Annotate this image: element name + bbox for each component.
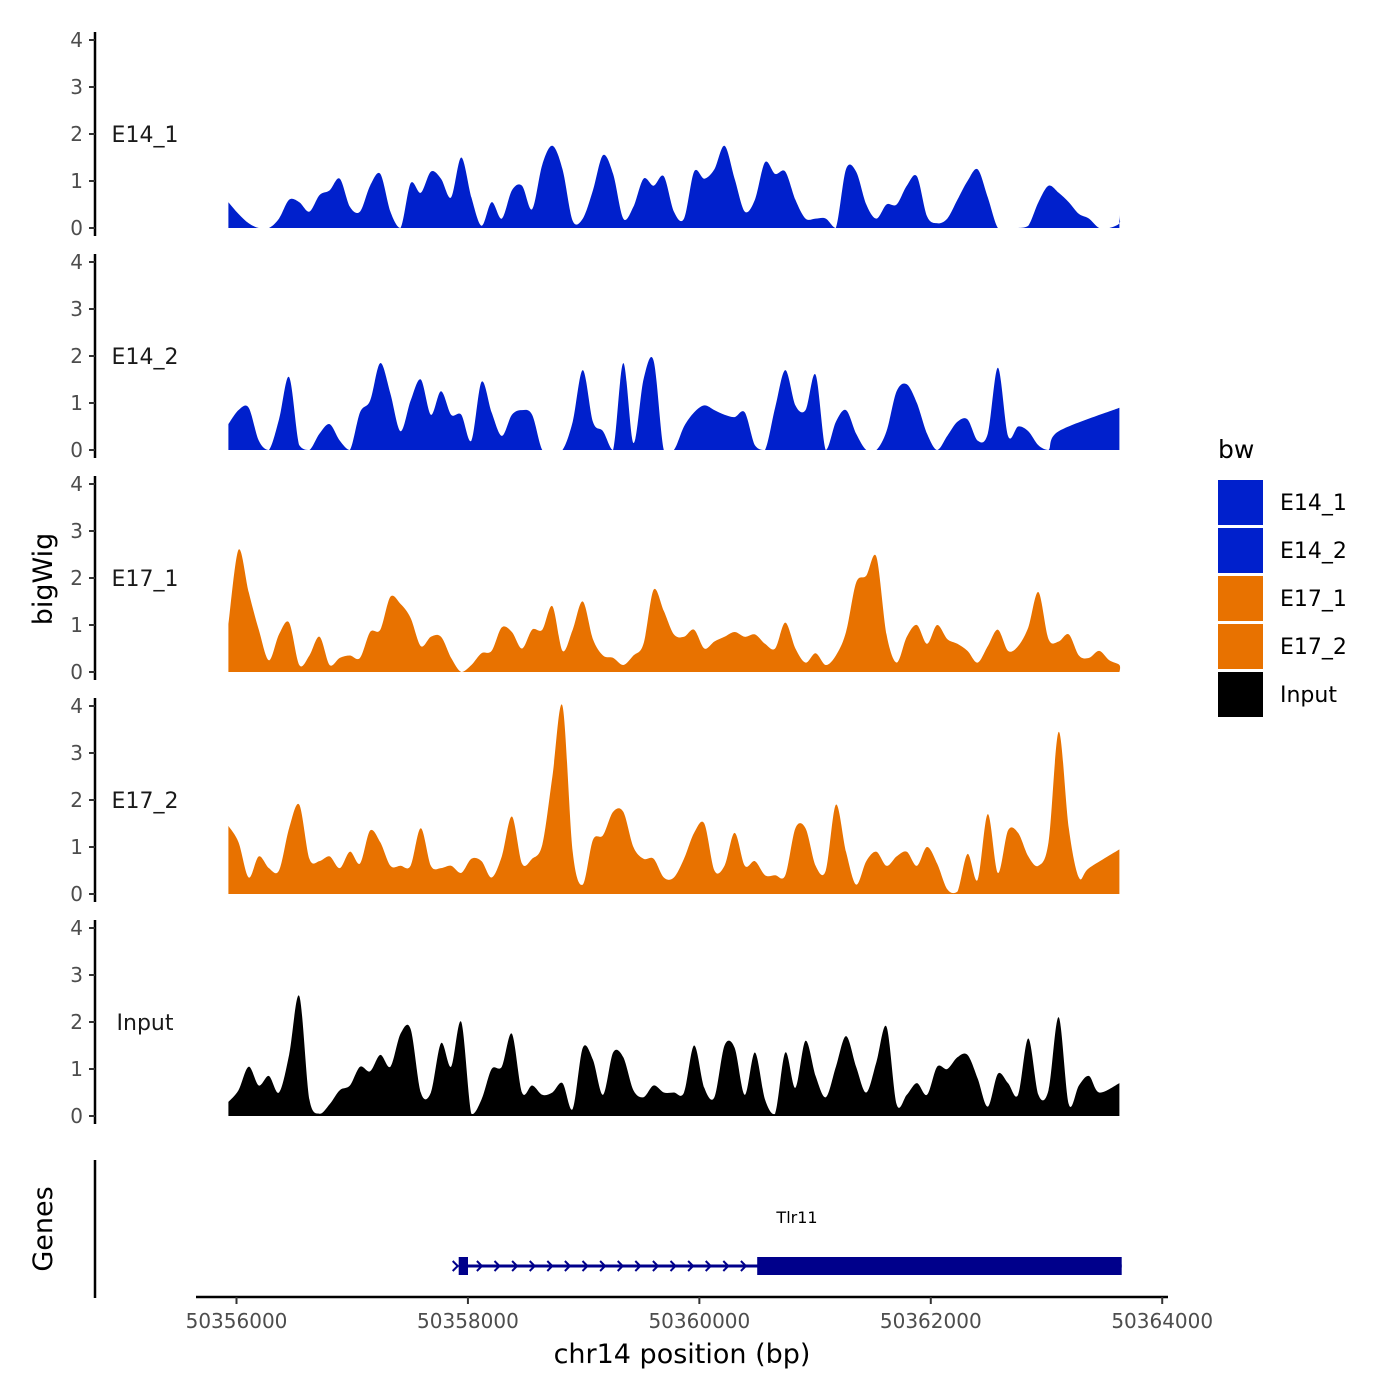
y-tick-label: 2 (70, 1010, 83, 1034)
x-axis-title: chr14 position (bp) (554, 1339, 811, 1370)
legend-title: bw (1218, 435, 1254, 464)
strand-arrow (564, 1260, 572, 1272)
y-tick-label: 4 (70, 916, 83, 940)
gene-exon (757, 1257, 1122, 1275)
strand-arrow (704, 1260, 713, 1272)
y-tick-label: 0 (70, 1104, 83, 1128)
genes-axis-title: Genes (28, 1186, 59, 1271)
track-label-Input: Input (117, 1011, 174, 1036)
coverage-area-Input (228, 995, 1120, 1116)
gene-exon (458, 1257, 468, 1275)
strand-arrow (669, 1260, 677, 1272)
strand-arrow (740, 1260, 748, 1272)
strand-arrow (493, 1260, 501, 1272)
y-tick-label: 3 (70, 297, 83, 321)
y-tick-label: 3 (70, 963, 83, 987)
y-tick-label: 0 (70, 882, 83, 906)
y-tick-label: 1 (70, 169, 83, 193)
track-E14_2: 0 1 2 3 4 E14_2 (70, 250, 1120, 462)
legend-swatch-E17_1 (1218, 576, 1263, 621)
strand-arrow (546, 1260, 554, 1272)
strand-arrow (634, 1260, 642, 1272)
gene-name-label: Tlr11 (775, 1208, 817, 1227)
legend-swatch-E14_1 (1218, 480, 1263, 525)
legend-swatch-E17_2 (1218, 624, 1263, 669)
x-axis: 50356000 50358000 50360000 50362000 50364000 (186, 1295, 1213, 1333)
legend-label-E17_1: E17_1 (1280, 587, 1347, 612)
y-tick-label: 3 (70, 519, 83, 543)
strand-arrow (722, 1260, 730, 1272)
strand-arrow (652, 1260, 660, 1272)
y-tick-label: 4 (70, 28, 83, 52)
x-tick-label: 50360000 (648, 1309, 750, 1333)
track-E17_1: 0 1 2 3 4 E17_1 (70, 472, 1121, 684)
track-E17_2: 0 1 2 3 4 E17_2 (70, 694, 1120, 906)
x-tick-label: 50356000 (186, 1309, 288, 1333)
coverage-area-E17_1 (228, 549, 1121, 672)
strand-arrow (528, 1260, 537, 1272)
legend-swatch-Input (1218, 672, 1263, 717)
x-tick-label: 50362000 (880, 1309, 982, 1333)
y-tick-label: 2 (70, 566, 83, 590)
y-tick-label: 1 (70, 835, 83, 859)
track-E14_1: 0 1 2 3 4 E14_1 (70, 28, 1121, 240)
legend: bw E14_1 E14_2 E17_1 E17_2 Input (1218, 435, 1347, 717)
strand-arrow (511, 1260, 519, 1272)
y-tick-label: 4 (70, 472, 83, 496)
strand-arrow (687, 1260, 695, 1272)
track-label-E17_2: E17_2 (112, 789, 179, 814)
legend-label-Input: Input (1280, 683, 1337, 708)
y-tick-label: 0 (70, 216, 83, 240)
y-tick-label: 1 (70, 1057, 83, 1081)
y-axis-title: bigWig (28, 533, 59, 626)
coverage-area-E14_2 (228, 356, 1120, 450)
y-tick-label: 4 (70, 694, 83, 718)
coverage-tracks: 0 1 2 3 4 E14_1 0 1 2 3 4 E14_2 0 1 2 3 4 E17_1 0 1 2 3 4 E17_2… (70, 28, 1121, 1128)
y-tick-label: 0 (70, 438, 83, 462)
y-tick-label: 3 (70, 741, 83, 765)
y-tick-label: 1 (70, 613, 83, 637)
x-tick-label: 50364000 (1111, 1309, 1213, 1333)
y-tick-label: 0 (70, 660, 83, 684)
y-tick-label: 4 (70, 250, 83, 274)
legend-label-E14_2: E14_2 (1280, 539, 1347, 564)
y-tick-label: 1 (70, 391, 83, 415)
track-label-E17_1: E17_1 (112, 567, 179, 592)
coverage-area-E14_1 (228, 112, 1121, 228)
coverage-area-E17_2 (228, 704, 1120, 894)
y-tick-label: 2 (70, 788, 83, 812)
strand-arrow (616, 1260, 625, 1272)
legend-label-E17_2: E17_2 (1280, 635, 1347, 660)
track-label-E14_1: E14_1 (112, 123, 179, 148)
y-tick-label: 3 (70, 75, 83, 99)
strand-arrow (581, 1260, 589, 1272)
gene-track: Tlr11 (93, 1160, 1122, 1298)
y-tick-label: 2 (70, 344, 83, 368)
strand-arrow (599, 1260, 607, 1272)
legend-label-E14_1: E14_1 (1280, 491, 1347, 516)
legend-swatch-E14_2 (1218, 528, 1263, 573)
y-tick-label: 2 (70, 122, 83, 146)
strand-arrow (476, 1260, 484, 1272)
strand-arrow (451, 1260, 460, 1272)
x-tick-label: 50358000 (417, 1309, 519, 1333)
track-Input: 0 1 2 3 4 Input (70, 916, 1120, 1128)
track-label-E14_2: E14_2 (112, 345, 179, 370)
